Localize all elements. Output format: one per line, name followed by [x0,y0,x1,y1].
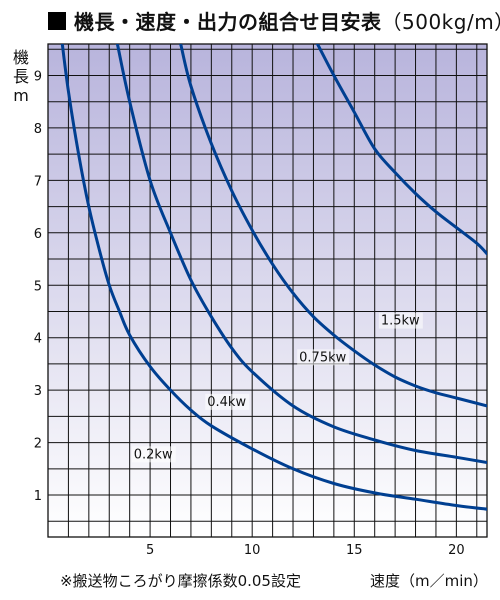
series-label-0_75kw: 0.75kw [299,350,346,365]
series-line-0_75kw [179,44,487,408]
series-line-0_2kw [60,44,487,511]
y-tick-label: 3 [34,384,42,399]
y-axis-label-char: 機 [12,48,29,67]
chart-title-sub: （500kg/m） [381,10,500,34]
y-tick-label: 8 [34,122,42,137]
series-label-bg [131,446,176,463]
chart-title-main: 機長・速度・出力の組合せ目安表 [74,10,382,34]
series-label-0_4kw: 0.4kw [207,395,246,410]
curve-labels: 0.2kw 0.4kw 0.75kw 1.5kw [131,312,423,463]
y-tick-label: 7 [34,174,42,189]
x-tick-label: 15 [346,543,363,558]
series-label-1_5kw: 1.5kw [381,314,420,329]
series-label-bg [205,393,250,410]
y-axis-label-char: m [13,86,29,105]
x-tick-label: 20 [448,543,465,558]
x-tick-label: 5 [146,543,154,558]
chart-title-text: 機長・速度・出力の組合せ目安表（500kg/m） [74,6,500,35]
y-tick-label: 2 [34,437,42,452]
y-tick-label: 9 [34,69,42,84]
y-tick-label: 4 [34,332,42,347]
footnote: ※搬送物ころがり摩擦係数0.05設定 [60,572,301,590]
y-axis-label: 機 長 m [10,48,32,105]
series-label-bg [297,349,350,366]
series-label-bg [378,312,423,329]
tick-labels: 5 10 15 20 1 2 3 4 5 6 7 8 9 [34,69,465,558]
y-tick-label: 1 [34,489,42,504]
title-square-icon [48,12,66,30]
plot-frame [47,43,488,538]
x-tick-label: 10 [244,543,261,558]
y-tick-label: 5 [34,279,42,294]
series-label-0_2kw: 0.2kw [134,447,173,462]
x-axis-label: 速度（m／min） [370,572,488,590]
y-axis-label-char: 長 [12,67,29,86]
plot-background [48,44,487,537]
chart-title: 機長・速度・出力の組合せ目安表（500kg/m） [0,0,500,44]
curves [60,44,487,511]
series-line-0_4kw [115,44,487,464]
series-line-1_5kw [316,44,487,256]
y-tick-label: 6 [34,227,42,242]
